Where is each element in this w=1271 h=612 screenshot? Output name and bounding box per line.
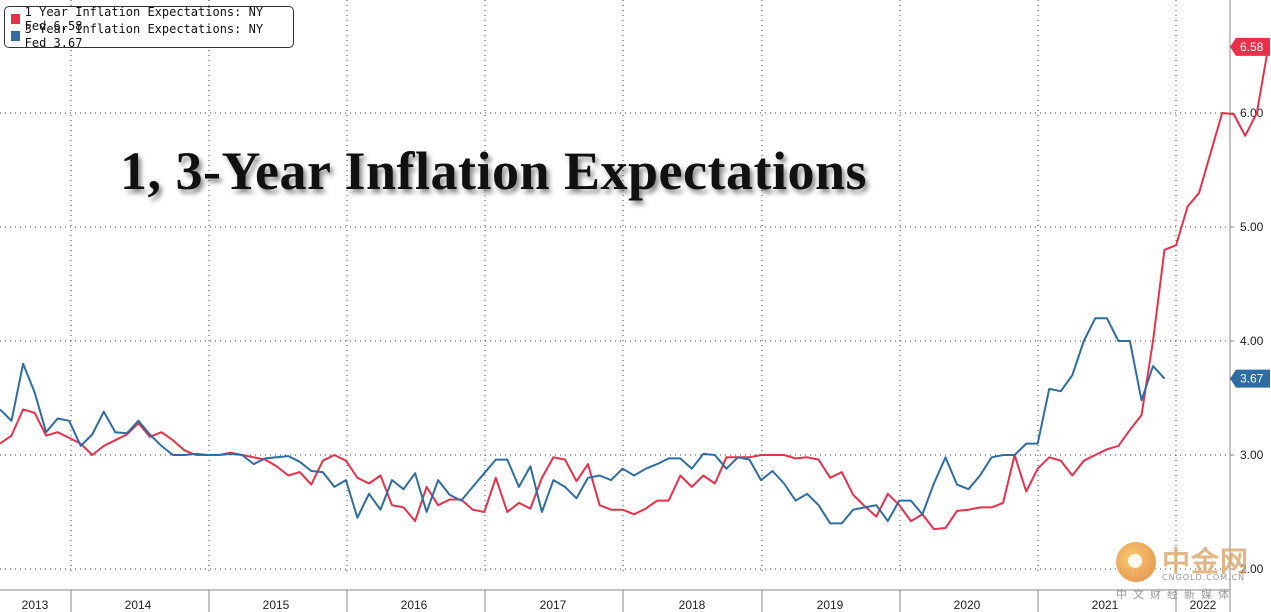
series-line-1y	[0, 46, 1270, 531]
series-line-3y	[0, 317, 1166, 525]
x-tick-label: 2019	[817, 598, 844, 612]
y-tick-label: 4.00	[1240, 334, 1264, 348]
legend-swatch-1y	[11, 13, 20, 24]
x-tick-label: 2017	[540, 598, 567, 612]
legend-swatch-3y	[11, 30, 20, 41]
legend-label-1y: 1 Year Inflation Expectations: NY Fed 6.…	[24, 4, 264, 33]
x-tick-label: 2018	[679, 598, 706, 612]
y-tick-label: 3.00	[1240, 448, 1264, 462]
y-tick-label: 2.00	[1240, 562, 1264, 576]
last-value-tag-3y-label: 3.67	[1240, 372, 1264, 386]
watermark-logo-icon	[1116, 542, 1156, 582]
x-tick-label: 2013	[22, 598, 49, 612]
y-tick-label: 6.00	[1240, 106, 1264, 120]
x-tick-label: 2020	[954, 598, 981, 612]
legend-item-1y: 1 Year Inflation Expectations: NY Fed 6.…	[11, 5, 287, 33]
x-tick-label: 2014	[125, 598, 152, 612]
last-value-tag-1y-label: 6.58	[1240, 40, 1264, 54]
watermark-url: CNGOLD.COM.CN	[1162, 573, 1246, 582]
legend-item-3y: 3 Year Inflation Expectations: NY Fed 3.…	[11, 22, 287, 50]
watermark-subtitle: 中文财经新媒体	[1116, 588, 1235, 601]
x-tick-label: 2021	[1092, 598, 1119, 612]
x-tick-label: 2016	[401, 598, 428, 612]
chart-title: 1, 3-Year Inflation Expectations	[120, 141, 868, 201]
x-tick-label: 2015	[263, 598, 290, 612]
last-value-tag-3y-shape	[1230, 369, 1270, 388]
legend-label-3y: 3 Year Inflation Expectations: NY Fed 3.…	[24, 21, 264, 50]
y-tick-label: 5.00	[1240, 220, 1264, 234]
x-tick-label: 2022	[1190, 598, 1217, 612]
legend: 1 Year Inflation Expectations: NY Fed 6.…	[4, 5, 294, 50]
last-value-tag-1y-shape	[1230, 37, 1270, 56]
watermark-name: 中金网	[1162, 545, 1250, 578]
watermark: 中金网 CNGOLD.COM.CN 中文财经新媒体	[1112, 540, 1262, 610]
